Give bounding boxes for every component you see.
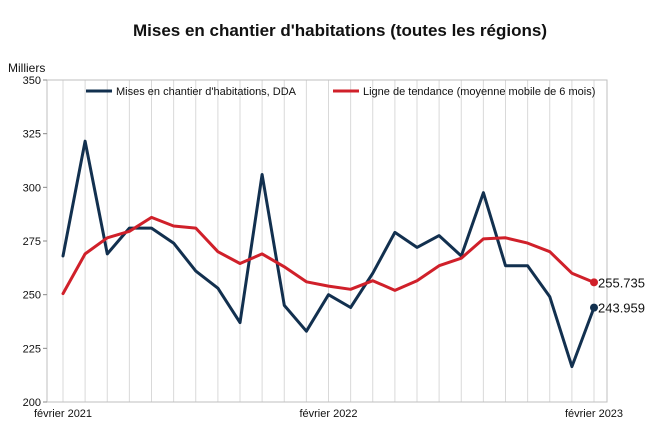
legend: Mises en chantier d'habitations, DDA Lign… (86, 86, 595, 98)
y-tick-label: 300 (23, 182, 41, 194)
series-end-label-2: 255.735 (598, 275, 645, 290)
y-tick-label: 200 (23, 397, 41, 409)
series-end-marker-2 (590, 278, 598, 287)
series-end-marker-1 (590, 303, 598, 312)
series-lines: 243.959 255.735 (61, 139, 645, 369)
y-tick-label: 325 (23, 129, 41, 141)
series-line-2 (61, 215, 596, 296)
x-tick-label: février 2023 (565, 408, 623, 420)
y-tick-label: 250 (23, 290, 41, 302)
axes: 200 225 250 275 300 325 350 février 2021 février… (23, 75, 623, 420)
y-tick-label: 275 (23, 236, 41, 248)
gridlines (62, 80, 595, 402)
series-end-label-1: 243.959 (598, 301, 645, 316)
y-tick-label: 225 (23, 343, 41, 355)
y-axis-unit-label: Milliers (8, 61, 45, 75)
y-tick-label: 350 (23, 75, 41, 87)
series-line-1 (61, 139, 596, 369)
x-tick-label: février 2021 (34, 408, 92, 420)
legend-label-1: Mises en chantier d'habitations, DDA (116, 86, 297, 98)
legend-label-2: Ligne de tendance (moyenne mobile de 6 m… (363, 86, 595, 98)
x-tick-label: février 2022 (299, 408, 357, 420)
chart-title: Mises en chantier d'habitations (toutes … (133, 21, 547, 40)
